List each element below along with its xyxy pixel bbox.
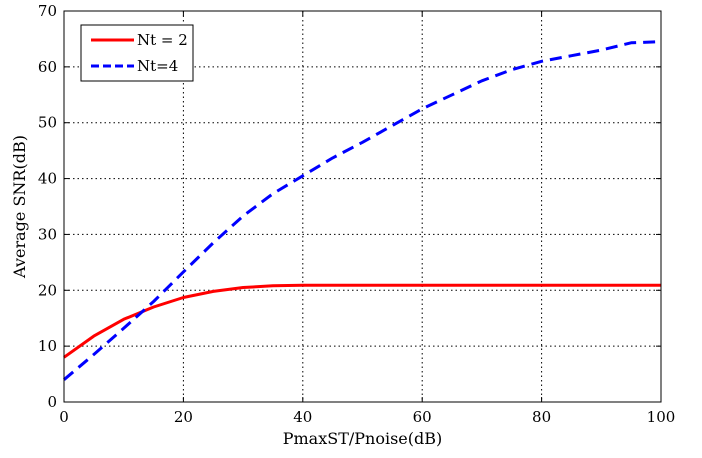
- y-tick-label: 30: [38, 225, 57, 243]
- x-tick-label: 20: [174, 408, 193, 426]
- series-layer: [64, 42, 661, 380]
- x-tick-label: 100: [647, 408, 676, 426]
- y-tick-label: 60: [38, 58, 57, 76]
- y-tick-label: 10: [38, 337, 57, 355]
- x-tick-label: 60: [413, 408, 432, 426]
- y-tick-label: 0: [47, 393, 57, 411]
- legend-label-1: Nt = 2: [137, 31, 188, 49]
- legend-label-2: Nt=4: [137, 57, 178, 75]
- y-tick-label: 50: [38, 114, 57, 132]
- legend: Nt = 2 Nt=4: [81, 25, 193, 81]
- y-axis-title: Average SNR(dB): [10, 135, 29, 279]
- x-tick-label: 80: [532, 408, 551, 426]
- y-tick-label: 70: [38, 2, 57, 20]
- series-line-2: [64, 42, 661, 380]
- y-tick-label: 20: [38, 281, 57, 299]
- x-tick-label: 0: [59, 408, 69, 426]
- y-tick-label: 40: [38, 170, 57, 188]
- x-tick-label: 40: [293, 408, 312, 426]
- x-axis-title: PmaxST/Pnoise(dB): [283, 429, 443, 448]
